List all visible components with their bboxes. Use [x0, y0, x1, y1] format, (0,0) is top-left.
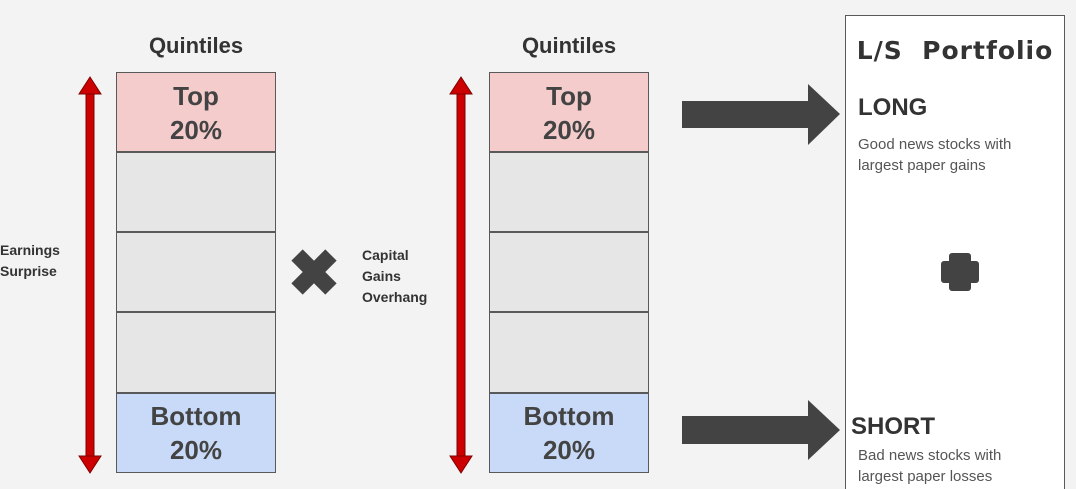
capital-gains-overhang-line2: Gains — [362, 268, 401, 284]
right-quintile-3 — [489, 232, 649, 312]
short-description-line1: Bad news stocks with — [858, 447, 1002, 464]
left-bottom-quintile: Bottom 20% — [116, 393, 276, 473]
right-bottom-quintile: Bottom 20% — [489, 393, 649, 473]
capital-gains-overhang-line1: Capital — [362, 247, 409, 263]
short-heading: SHORT — [851, 413, 935, 440]
portfolio-title: L/S Portfolio — [856, 36, 1054, 65]
short-description-line2: largest paper losses — [858, 468, 993, 485]
right-top-quintile: Top 20% — [489, 72, 649, 152]
earnings-surprise-line2: Surprise — [0, 263, 57, 279]
capital-gains-overhang-axis-arrow — [449, 76, 473, 474]
capital-gains-overhang-label: Capital Gains Overhang — [362, 245, 427, 308]
left-top-label-line2: 20% — [169, 115, 223, 145]
short-description: Bad news stocks with largest paper losse… — [858, 445, 1058, 487]
long-flow-arrow — [682, 84, 840, 145]
left-quintiles-heading: Quintiles — [148, 33, 244, 58]
left-bottom-label-line1: Bottom — [150, 401, 242, 431]
earnings-surprise-label: Earnings Surprise — [0, 240, 60, 282]
right-bottom-label-line2: 20% — [542, 435, 596, 465]
short-flow-arrow — [682, 400, 840, 460]
long-short-portfolio-box: L/S Portfolio LONG Good news stocks with… — [845, 15, 1065, 489]
right-top-label-line2: 20% — [542, 115, 596, 145]
earnings-surprise-axis-arrow — [78, 76, 102, 474]
right-quintile-2 — [489, 152, 649, 232]
right-top-label-line1: Top — [546, 81, 592, 111]
earnings-surprise-line1: Earnings — [0, 242, 60, 258]
left-quintile-2 — [116, 152, 276, 232]
right-quintile-4 — [489, 312, 649, 393]
long-description-line1: Good news stocks with — [858, 136, 1012, 153]
left-quintile-3 — [116, 232, 276, 312]
left-top-quintile: Top 20% — [116, 72, 276, 152]
left-quintile-4 — [116, 312, 276, 393]
plus-icon — [941, 253, 979, 291]
left-top-label-line1: Top — [173, 81, 219, 111]
multiply-icon — [291, 249, 337, 295]
left-bottom-label-line2: 20% — [169, 435, 223, 465]
right-quintiles-heading: Quintiles — [521, 33, 617, 58]
long-description: Good news stocks with largest paper gain… — [858, 134, 1058, 176]
right-bottom-label-line1: Bottom — [523, 401, 615, 431]
capital-gains-overhang-line3: Overhang — [362, 289, 428, 305]
long-heading: LONG — [858, 94, 928, 121]
long-description-line2: largest paper gains — [858, 157, 986, 174]
